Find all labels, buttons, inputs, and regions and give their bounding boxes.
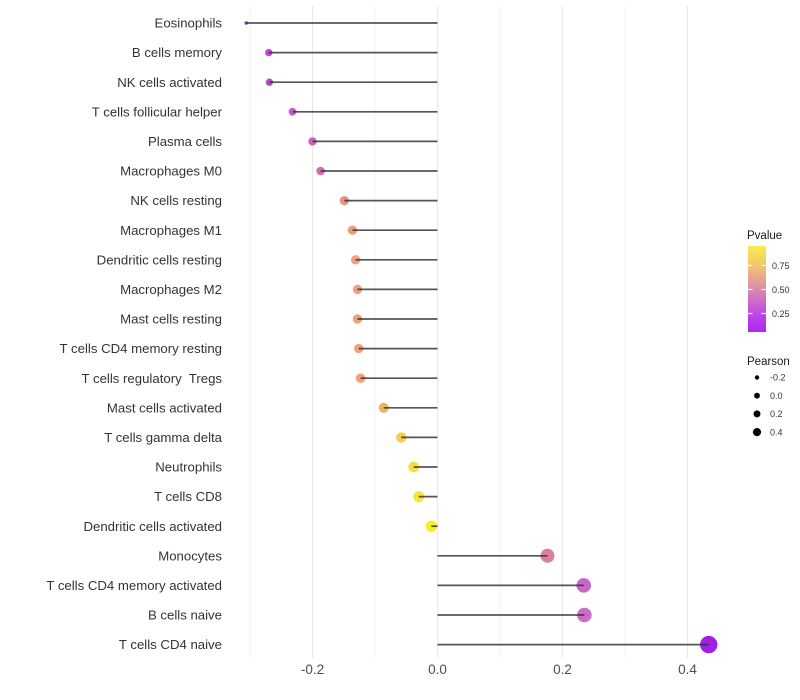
- pvalue-tick-label: 0.25: [772, 309, 790, 319]
- x-axis-tick-label: 0.0: [428, 662, 447, 677]
- y-axis-label: Macrophages M0: [120, 164, 222, 179]
- pearson-legend-dot: [752, 428, 762, 437]
- y-axis-label: Plasma cells: [148, 134, 222, 149]
- y-axis-label: B cells memory: [132, 45, 223, 60]
- y-axis-label: Macrophages M1: [120, 223, 222, 238]
- y-axis-label: Neutrophils: [155, 460, 222, 475]
- y-axis-label: NK cells activated: [117, 75, 222, 90]
- pearson-legend-label: 0.0: [770, 391, 783, 401]
- pearson-legend-label: 0.2: [770, 409, 783, 419]
- pearson-legend-title: Pearson: [747, 356, 790, 368]
- x-axis-tick-label: 0.2: [553, 662, 572, 677]
- y-axis-label: Mast cells resting: [120, 312, 222, 327]
- pearson-legend-dot: [754, 375, 760, 380]
- y-axis-label: B cells naive: [148, 608, 222, 623]
- x-axis-tick-label: -0.2: [301, 662, 324, 677]
- y-axis-label: Macrophages M2: [120, 282, 222, 297]
- y-axis-label: T cells regulatory Tregs: [82, 371, 223, 386]
- y-axis-label: T cells CD4 memory resting: [60, 341, 222, 356]
- x-axis-tick-label: 0.4: [678, 662, 697, 677]
- y-axis-label: T cells CD4 naive: [119, 637, 222, 652]
- pearson-legend-label: -0.2: [770, 373, 786, 383]
- y-axis-label: NK cells resting: [130, 193, 222, 208]
- pvalue-tick-label: 0.50: [772, 285, 790, 295]
- y-axis-label: Dendritic cells activated: [83, 519, 222, 534]
- pvalue-colorbar: [748, 246, 766, 332]
- y-axis-label: T cells gamma delta: [104, 430, 222, 445]
- y-axis-label: T cells follicular helper: [92, 104, 223, 119]
- pvalue-tick-label: 0.75: [772, 261, 790, 271]
- pearson-legend-dot: [753, 410, 761, 418]
- pearson-legend-dot: [754, 392, 760, 399]
- y-axis-label: Monocytes: [158, 548, 222, 563]
- y-axis-label: T cells CD8: [154, 489, 222, 504]
- y-axis-label: T cells CD4 memory activated: [46, 578, 222, 593]
- pvalue-legend-title: Pvalue: [747, 230, 782, 242]
- y-axis-label: Dendritic cells resting: [97, 252, 222, 267]
- y-axis-label: Eosinophils: [155, 16, 223, 31]
- pearson-legend-label: 0.4: [770, 427, 783, 437]
- y-axis-label: Mast cells activated: [107, 400, 222, 415]
